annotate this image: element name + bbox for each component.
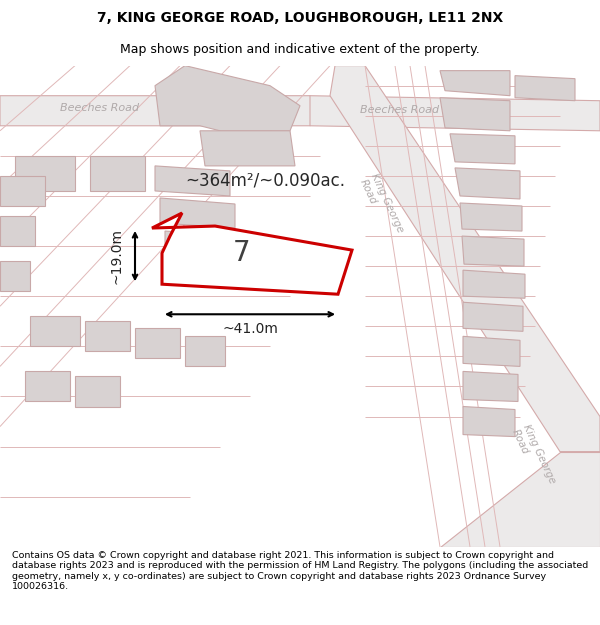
Text: ~364m²/~0.090ac.: ~364m²/~0.090ac. xyxy=(185,172,345,190)
Polygon shape xyxy=(440,452,600,547)
Text: ~41.0m: ~41.0m xyxy=(222,322,278,336)
Polygon shape xyxy=(185,336,225,366)
Text: Beeches Road: Beeches Road xyxy=(360,105,439,115)
Polygon shape xyxy=(135,328,180,358)
Polygon shape xyxy=(30,316,80,346)
Polygon shape xyxy=(155,166,230,196)
Polygon shape xyxy=(455,168,520,199)
Polygon shape xyxy=(0,96,320,126)
Polygon shape xyxy=(15,156,75,191)
Polygon shape xyxy=(463,371,518,401)
Polygon shape xyxy=(462,236,524,266)
Polygon shape xyxy=(330,66,600,452)
Text: Contains OS data © Crown copyright and database right 2021. This information is : Contains OS data © Crown copyright and d… xyxy=(12,551,588,591)
Text: ~19.0m: ~19.0m xyxy=(110,228,124,284)
Polygon shape xyxy=(463,406,515,437)
Polygon shape xyxy=(25,371,70,401)
Polygon shape xyxy=(463,336,520,366)
Polygon shape xyxy=(90,156,145,191)
Text: Map shows position and indicative extent of the property.: Map shows position and indicative extent… xyxy=(120,42,480,56)
Polygon shape xyxy=(0,176,45,206)
Polygon shape xyxy=(200,131,295,166)
Polygon shape xyxy=(165,231,240,261)
Polygon shape xyxy=(0,216,35,246)
Polygon shape xyxy=(460,203,522,231)
Polygon shape xyxy=(75,376,120,406)
Polygon shape xyxy=(515,76,575,101)
Text: 7, KING GEORGE ROAD, LOUGHBOROUGH, LE11 2NX: 7, KING GEORGE ROAD, LOUGHBOROUGH, LE11 … xyxy=(97,11,503,26)
Text: 7: 7 xyxy=(233,239,250,267)
Polygon shape xyxy=(310,96,600,131)
Polygon shape xyxy=(152,213,352,294)
Text: King George
Road: King George Road xyxy=(358,173,406,240)
Polygon shape xyxy=(440,71,510,96)
Polygon shape xyxy=(440,98,510,131)
Polygon shape xyxy=(463,302,523,331)
Text: Beeches Road: Beeches Road xyxy=(60,102,139,112)
Polygon shape xyxy=(0,261,30,291)
Polygon shape xyxy=(463,270,525,298)
Polygon shape xyxy=(85,321,130,351)
Polygon shape xyxy=(155,66,300,131)
Polygon shape xyxy=(450,134,515,164)
Polygon shape xyxy=(160,198,235,228)
Text: King George
Road: King George Road xyxy=(510,423,557,491)
